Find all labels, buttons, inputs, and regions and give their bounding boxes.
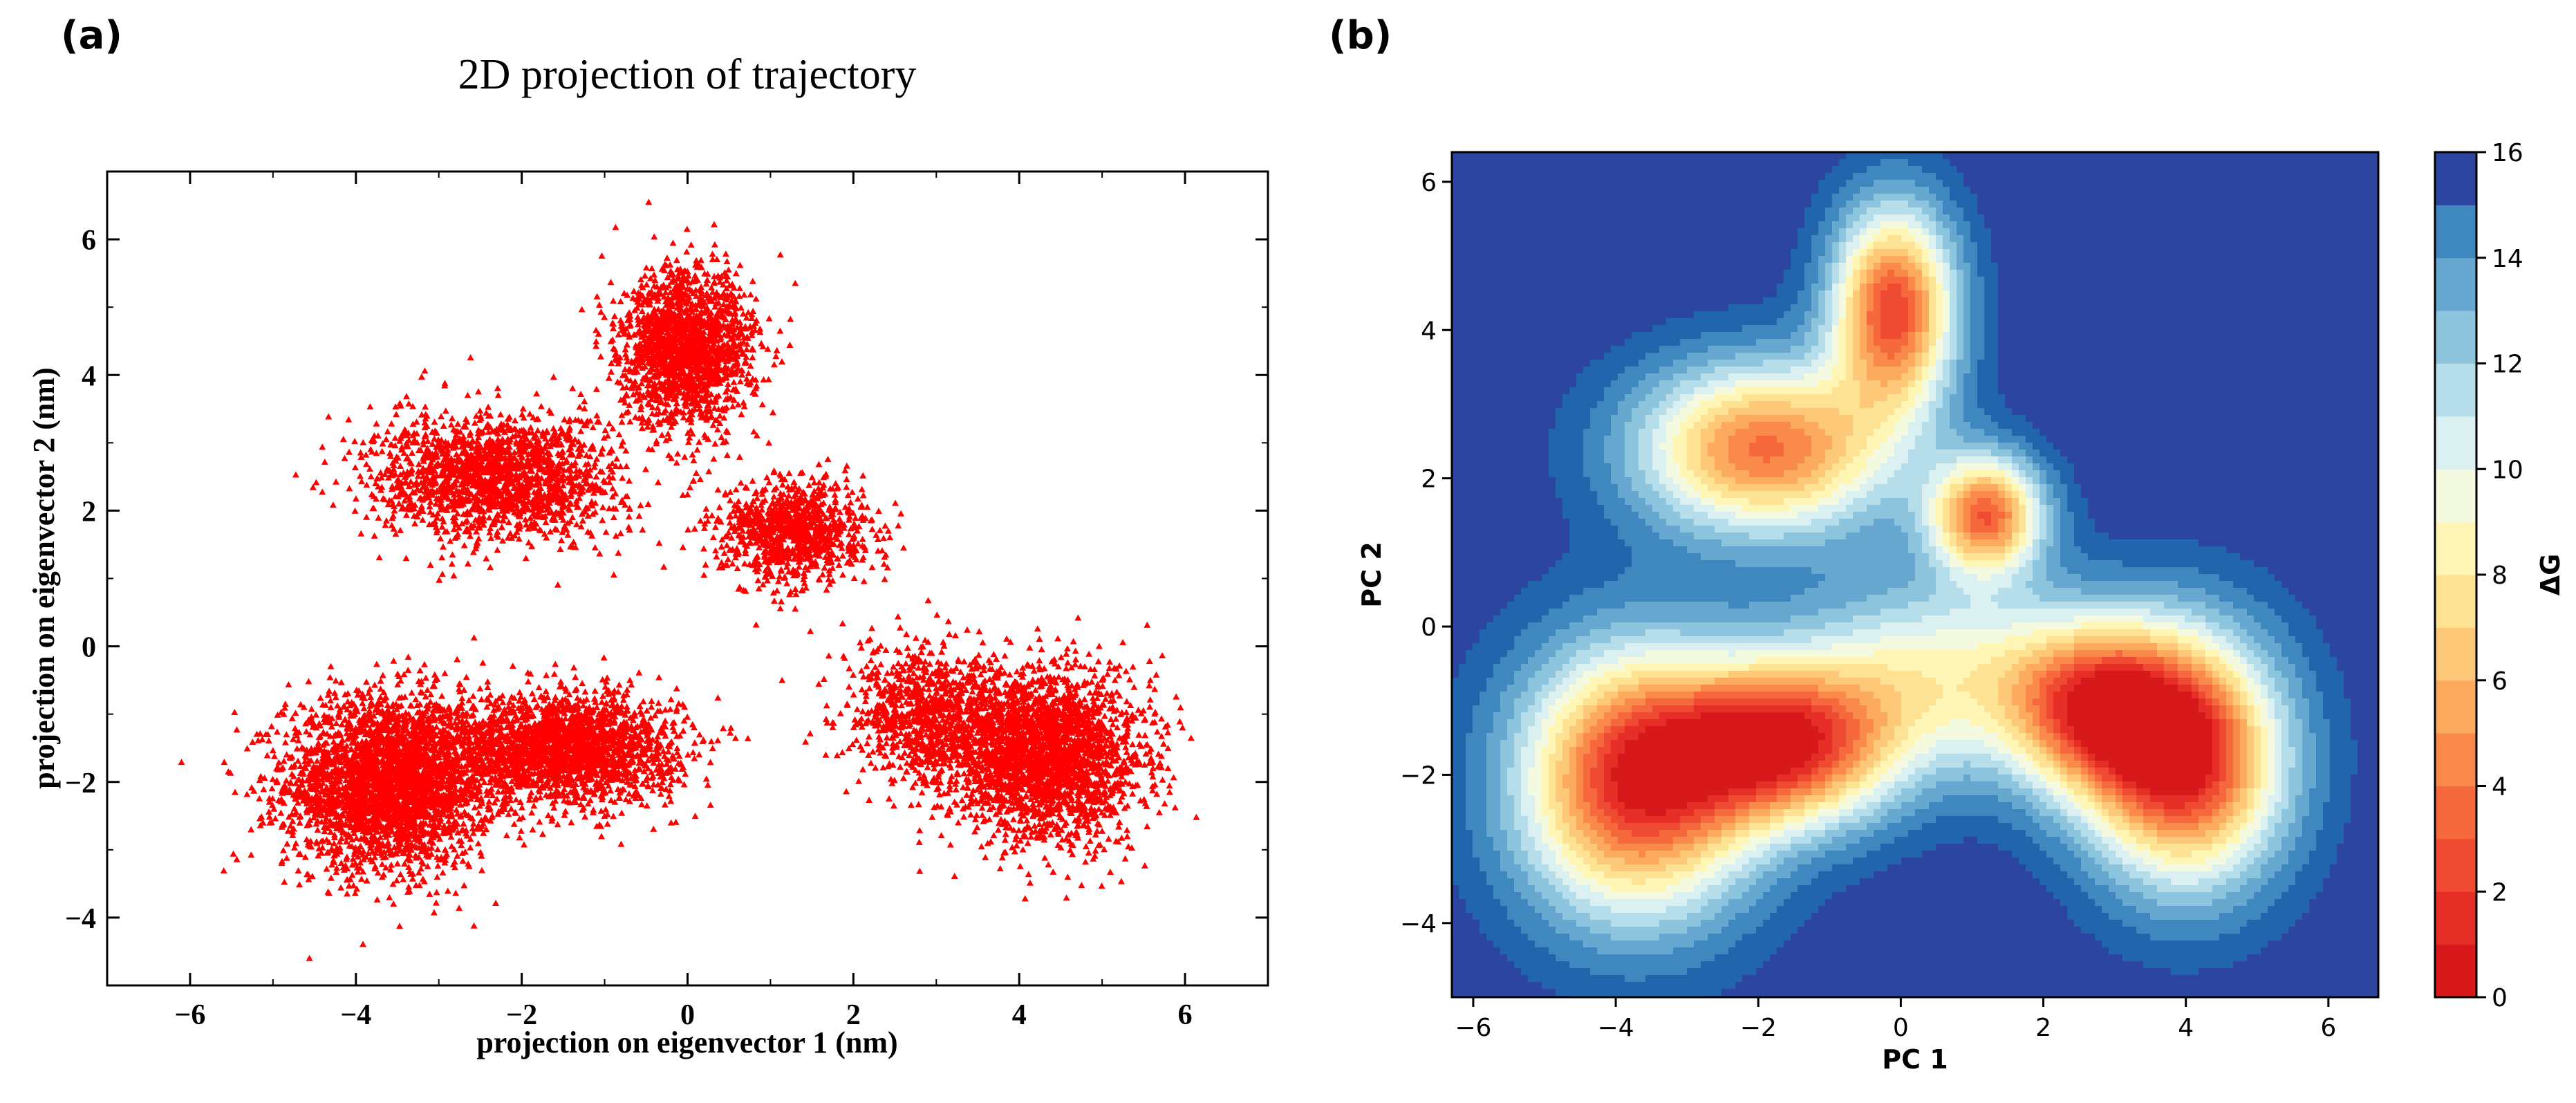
y-tick-label: −2	[1400, 761, 1437, 790]
colorbar-segment	[2435, 627, 2476, 681]
y-tick-label: 6	[82, 225, 96, 257]
contour-level-region	[1611, 671, 2212, 816]
scatter-y-ticks: −4 −2 0 2 4 6	[65, 171, 1268, 986]
y-tick-label: 2	[82, 496, 96, 528]
y-tick-label: −2	[65, 768, 96, 799]
scatter-x-ticks: −6 −4 −2 0 2 4 6	[106, 172, 1269, 1031]
y-tick-label: 0	[82, 632, 96, 664]
colorbar-tick-label: 12	[2492, 351, 2523, 379]
x-tick-label: −2	[506, 999, 537, 1031]
colorbar-segment	[2435, 257, 2476, 311]
free-energy-panel: −6 −4 −2 0 2 4 6 −4 −2 0 2 4 6 PC 1 PC 2 0 2 4 6 8 10 12 1…	[1356, 139, 2566, 1075]
colorbar-segment	[2435, 469, 2476, 523]
contour-level-region	[1604, 664, 2219, 823]
x-tick-label: 0	[1893, 1014, 1909, 1042]
x-tick-label: −6	[1455, 1014, 1491, 1042]
colorbar-tick-label: 16	[2492, 139, 2523, 167]
colorbar-segment	[2435, 310, 2476, 364]
colorbar-segment	[2435, 416, 2476, 470]
colorbar: 0 2 4 6 8 10 12 14 16	[2434, 139, 2523, 1012]
contour-level-region	[1466, 159, 2330, 982]
y-tick-label: 0	[1421, 613, 1437, 642]
x-tick-label: 4	[2178, 1014, 2194, 1042]
colorbar-tick-label: 14	[2492, 245, 2523, 273]
colorbar-segment	[2435, 363, 2476, 417]
x-tick-label: 4	[1012, 999, 1027, 1031]
colorbar-segment	[2435, 152, 2476, 205]
colorbar-segment	[2435, 786, 2476, 840]
colorbar-segment	[2435, 891, 2476, 945]
scatter-y-axis-label: projection on eigenvector 2 (nm)	[27, 367, 61, 788]
x-tick-label: −4	[340, 999, 371, 1031]
x-tick-label: 2	[2035, 1014, 2051, 1042]
colorbar-segment	[2435, 521, 2476, 575]
scatter-title: 2D projection of trajectory	[458, 51, 917, 98]
scatter-points	[178, 198, 1200, 961]
colorbar-segment	[2435, 680, 2476, 734]
colorbar-segment	[2435, 205, 2476, 259]
colorbar-segment	[2435, 944, 2476, 998]
contour-level-region	[1486, 180, 2316, 954]
x-tick-label: 6	[1178, 999, 1193, 1031]
y-tick-label: 4	[1421, 317, 1437, 345]
colorbar-tick-label: 2	[2492, 878, 2508, 907]
contour-plot-frame	[1450, 151, 2380, 999]
contour-level-region	[1542, 228, 2268, 892]
contour-x-axis-label: PC 1	[1882, 1044, 1948, 1075]
x-tick-label: −2	[1740, 1014, 1777, 1042]
x-tick-label: 2	[846, 999, 861, 1031]
contour-level-region	[1528, 221, 2275, 899]
colorbar-segment	[2435, 575, 2476, 628]
x-tick-label: 6	[2320, 1014, 2336, 1042]
x-tick-label: −4	[1598, 1014, 1634, 1042]
colorbar-segment	[2435, 838, 2476, 892]
contour-level-region	[1452, 152, 2378, 997]
free-energy-contour	[1452, 152, 2378, 997]
contour-x-ticks: −6 −4 −2 0 2 4 6	[1455, 997, 2336, 1042]
x-tick-label: −6	[174, 999, 205, 1031]
x-tick-label: 0	[680, 999, 695, 1031]
contour-level-region	[1590, 284, 2226, 837]
y-tick-label: 6	[1421, 169, 1437, 197]
scatter-x-axis-label: projection on eigenvector 1 (nm)	[476, 1026, 897, 1059]
colorbar-tick-label: 0	[2492, 984, 2508, 1012]
colorbar-tick-label: 4	[2492, 773, 2508, 801]
colorbar-segment	[2435, 733, 2476, 786]
colorbar-label: ΔG	[2535, 554, 2566, 596]
colorbar-tick-label: 6	[2492, 667, 2508, 696]
scatter-markers	[178, 198, 1200, 961]
colorbar-tick-label: 8	[2492, 562, 2508, 590]
contour-level-region	[1521, 214, 2281, 913]
panel-a-label: (a)	[61, 13, 122, 58]
colorbar-tick-label: 10	[2492, 456, 2523, 484]
contour-level-region	[1507, 201, 2295, 927]
scatter-panel: 2D projection of trajectory −6 −4 −2 0 2 4 6 −…	[27, 51, 1269, 1059]
contour-y-axis-label: PC 2	[1356, 541, 1387, 607]
y-tick-label: −4	[1400, 910, 1437, 938]
y-tick-label: 2	[1421, 465, 1437, 494]
panel-b-label: (b)	[1329, 13, 1392, 58]
contour-y-ticks: −4 −2 0 2 4 6	[1400, 169, 1452, 938]
y-tick-label: 4	[82, 360, 96, 392]
y-tick-label: −4	[65, 903, 96, 935]
